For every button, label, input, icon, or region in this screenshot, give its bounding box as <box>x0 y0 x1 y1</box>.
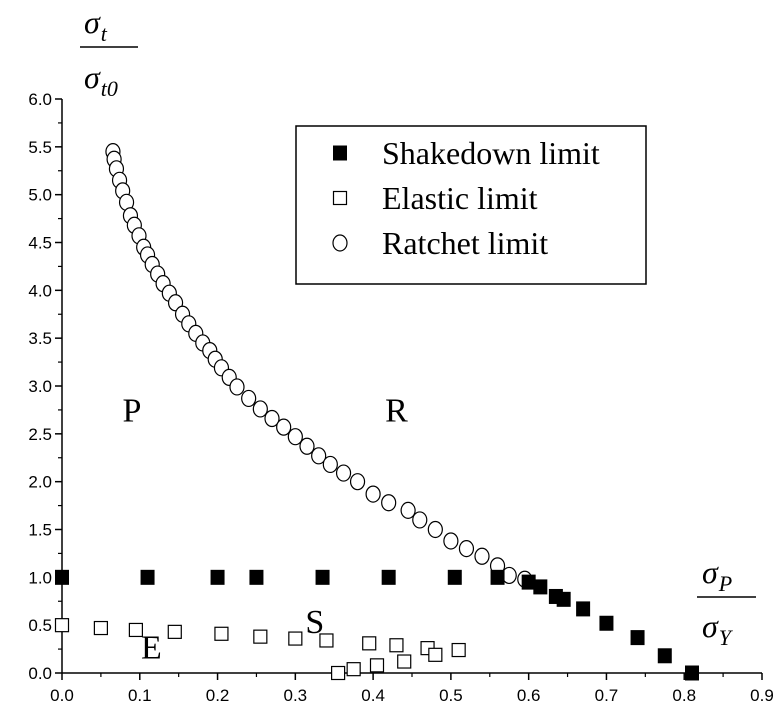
shakedown-point <box>576 601 591 617</box>
ratchet-point <box>276 418 292 436</box>
elastic-point <box>389 638 404 653</box>
x-tick-label: 0.7 <box>595 686 619 705</box>
data-marks <box>54 143 699 681</box>
ratchet-point <box>381 494 397 512</box>
elastic-point <box>93 620 108 636</box>
shakedown-point <box>140 569 155 585</box>
shakedown-point <box>381 569 396 585</box>
y-tick-label: 4.5 <box>28 234 52 253</box>
y-tick-label: 3.0 <box>28 377 52 396</box>
shakedown-point <box>315 569 330 585</box>
x-tick-label: 0.1 <box>128 686 152 705</box>
elastic-point <box>397 654 412 669</box>
elastic-point <box>428 647 443 662</box>
shakedown-point <box>210 569 225 585</box>
x-tick-label: 0.5 <box>439 686 463 705</box>
elastic-point <box>319 633 334 648</box>
elastic-point <box>369 658 385 673</box>
x-label-denominator: σY <box>702 608 734 650</box>
ratchet-point <box>252 400 268 418</box>
shakedown-point <box>490 569 505 585</box>
shakedown-point <box>630 630 645 646</box>
y-tick-label: 5.5 <box>28 138 52 157</box>
x-tick-label: 0.4 <box>361 686 385 705</box>
legend-marker-3 <box>332 234 348 252</box>
ratchet-point <box>412 511 428 529</box>
ratchet-point <box>264 409 280 428</box>
elastic-point <box>362 636 377 651</box>
shakedown-point <box>685 665 699 681</box>
legend-label: Ratchet limit <box>382 225 548 261</box>
ratchet-point <box>458 540 475 558</box>
elastic-point <box>54 618 70 633</box>
region-label-p: P <box>123 392 142 429</box>
shakedown-point <box>657 648 672 664</box>
shakedown-point <box>533 579 548 595</box>
y-tick-label: 0.0 <box>28 664 52 683</box>
elastic-point <box>346 662 361 677</box>
shakedown-point <box>55 569 69 585</box>
y-tick-label: 1.5 <box>28 521 52 540</box>
ratchet-point <box>427 520 443 539</box>
y-tick-label: 6.0 <box>28 90 52 109</box>
series-ratchet-limit <box>105 143 533 588</box>
ratchet-point <box>365 485 381 503</box>
ticks: 0.0 0.1 0.2 0.3 0.4 0.5 0.6 0.7 0.8 0.9 0.0 0.5 1.0 1… <box>28 90 773 705</box>
y-label-numerator: σt <box>84 4 108 46</box>
x-axis-label: σP σY <box>697 554 756 650</box>
ratchet-point <box>335 464 352 482</box>
region-label-r: R <box>385 392 408 429</box>
x-tick-label: 0.6 <box>517 686 541 705</box>
legend-marker-2 <box>332 190 348 206</box>
legend-label: Elastic limit <box>382 180 538 216</box>
ratchet-point <box>229 378 245 396</box>
region-label-e: E <box>141 630 162 667</box>
y-tick-label: 4.0 <box>28 281 52 300</box>
y-tick-label: 5.0 <box>28 186 52 205</box>
x-tick-label: 0.3 <box>284 686 308 705</box>
shakedown-point <box>599 615 614 631</box>
ratchet-point <box>400 501 416 519</box>
shakedown-point <box>447 569 462 585</box>
ratchet-point <box>322 455 338 474</box>
x-tick-label: 0.9 <box>750 686 774 705</box>
elastic-point <box>128 622 143 638</box>
y-label-denominator: σt0 <box>84 59 118 101</box>
shakedown-point <box>556 591 571 607</box>
ratchet-point <box>443 532 459 550</box>
elastic-point <box>167 624 182 639</box>
y-tick-label: 2.0 <box>28 473 52 492</box>
elastic-point <box>253 629 268 644</box>
shakedown-point <box>249 569 264 585</box>
elastic-point <box>214 626 229 641</box>
y-axis-label: σt σt0 <box>80 4 138 101</box>
series-elastic-limit <box>54 618 466 681</box>
x-tick-label: 0.8 <box>672 686 696 705</box>
legend-marker-1 <box>333 145 347 161</box>
series-shakedown-limit <box>55 569 699 681</box>
ratchet-point <box>299 437 315 455</box>
y-tick-label: 2.5 <box>28 425 52 444</box>
legend: Shakedown limit Elastic limit Ratchet limi… <box>295 125 647 285</box>
legend-label: Shakedown limit <box>382 135 600 171</box>
region-label-s: S <box>305 604 324 641</box>
shakedown-point <box>521 574 536 590</box>
elastic-point <box>451 642 466 658</box>
ratchet-point <box>349 473 366 491</box>
y-tick-label: 3.5 <box>28 329 52 348</box>
ratchet-point <box>311 447 327 465</box>
ratchet-point <box>287 428 303 446</box>
y-tick-label: 0.5 <box>28 616 52 635</box>
elastic-point <box>331 665 346 681</box>
legend-box <box>295 125 647 285</box>
ratchet-point <box>474 547 490 565</box>
elastic-point <box>288 631 303 646</box>
y-tick-label: 1.0 <box>28 568 52 587</box>
x-tick-label: 0.2 <box>206 686 230 705</box>
ratchet-point <box>241 389 257 408</box>
region-labels: P R S E <box>123 392 409 666</box>
x-label-numerator: σP <box>702 554 732 596</box>
x-tick-label: 0.0 <box>50 686 74 705</box>
